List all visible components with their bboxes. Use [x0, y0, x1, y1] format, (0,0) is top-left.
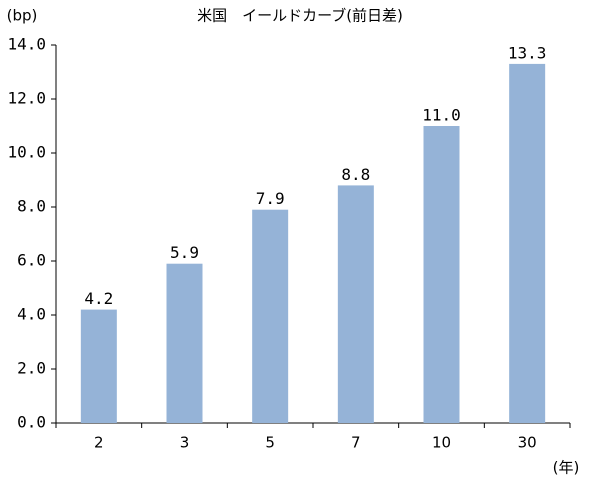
- bar: [509, 63, 546, 424]
- value-label: 7.9: [256, 189, 285, 208]
- bar: [80, 309, 117, 423]
- x-tick-label: 5: [265, 434, 275, 452]
- y-tick-label: 8.0: [17, 197, 46, 216]
- value-label: 11.0: [422, 106, 461, 125]
- y-tick-label: 6.0: [17, 251, 46, 270]
- y-tick-label: 14.0: [7, 35, 46, 54]
- x-tick-label: 10: [432, 434, 451, 452]
- x-tick-label: 2: [94, 434, 104, 452]
- bar: [423, 126, 460, 423]
- value-label: 4.2: [84, 289, 113, 308]
- y-tick-label: 0.0: [17, 413, 46, 432]
- x-unit: (年): [553, 459, 580, 477]
- bar: [252, 209, 289, 423]
- bar: [337, 185, 374, 423]
- x-tick-label: 3: [180, 434, 190, 452]
- chart-title: 米国 イールドカーブ(前日差): [197, 7, 403, 25]
- y-unit: (bp): [7, 7, 38, 25]
- bar: [166, 263, 203, 423]
- value-label: 13.3: [508, 43, 547, 62]
- x-tick-label: 30: [518, 434, 537, 452]
- value-label: 8.8: [341, 165, 370, 184]
- value-label: 5.9: [170, 243, 199, 262]
- y-tick-label: 10.0: [7, 143, 46, 162]
- y-tick-label: 12.0: [7, 89, 46, 108]
- y-tick-label: 2.0: [17, 359, 46, 378]
- x-tick-label: 7: [351, 434, 361, 452]
- y-tick-label: 4.0: [17, 305, 46, 324]
